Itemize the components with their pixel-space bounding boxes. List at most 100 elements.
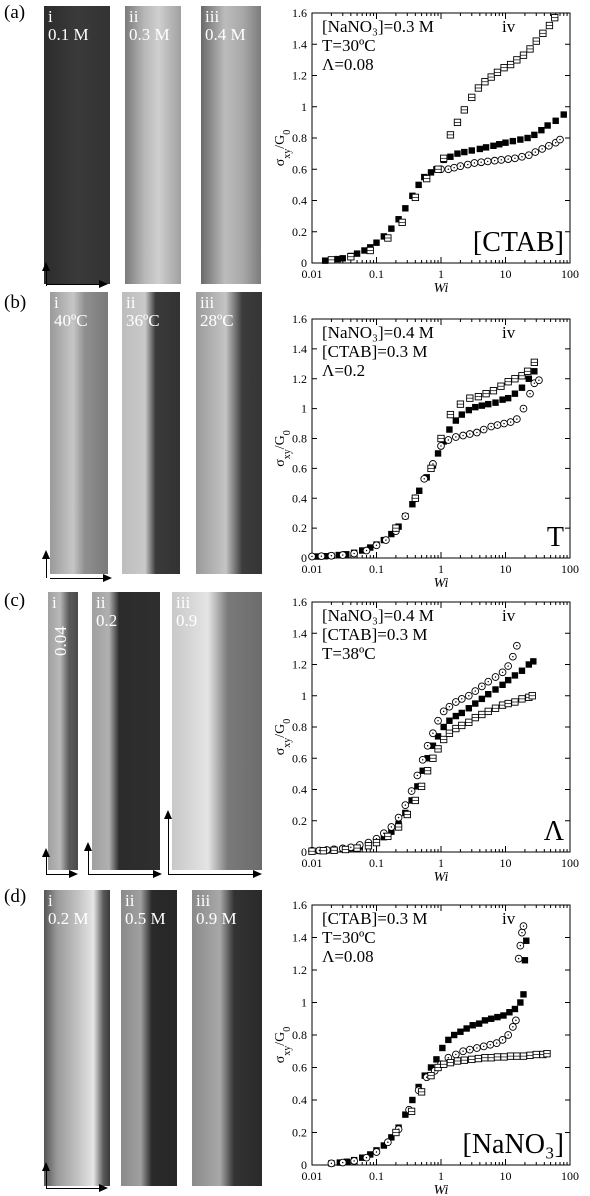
micrograph-value: 36ºC — [126, 311, 160, 330]
data-point-center — [383, 832, 385, 834]
data-point-center — [455, 701, 457, 703]
data-point-center — [501, 1039, 504, 1041]
y-tick-label: 0.2 — [292, 225, 307, 239]
y-tick-label: 1 — [301, 100, 307, 114]
x-tick-label: 100 — [561, 856, 579, 870]
data-point-center — [375, 544, 378, 547]
data-point-center — [528, 154, 530, 156]
data-point-filled-square — [427, 1064, 435, 1071]
y-tick-label: 0.4 — [292, 194, 307, 208]
data-point-filled-square — [478, 695, 486, 703]
data-point-filled-square — [361, 247, 368, 254]
data-point-center — [522, 925, 525, 927]
data-point-filled-square — [485, 400, 492, 408]
arrow-up — [41, 550, 50, 578]
data-point-center — [494, 676, 497, 678]
data-point-filled-square — [414, 783, 421, 790]
y-tick-label: 1.4 — [292, 931, 307, 945]
data-point-filled-square — [446, 426, 453, 433]
data-point-filled-square — [517, 136, 524, 143]
arrow-up — [41, 848, 50, 874]
panel-b: (b) i 40ºC ii 36ºC iii 28ºC 0 0.2 0.4 0.6 0.… — [0, 290, 590, 591]
varied-parameter-label: T — [547, 522, 564, 553]
data-point-center — [507, 665, 509, 667]
data-point-center — [521, 931, 523, 934]
data-point-filled-square — [380, 1142, 388, 1149]
data-point-center — [516, 418, 518, 420]
data-point-center — [469, 433, 471, 435]
y-tick-label: 1 — [301, 996, 307, 1010]
varied-parameter-label: [CTAB] — [473, 227, 564, 258]
y-tick-label: 1 — [301, 689, 307, 703]
y-tick-label: 0 — [301, 845, 307, 859]
condition-annotation: Λ=0.2 — [322, 361, 365, 380]
y-tick-label: 1 — [301, 402, 307, 416]
x-axis-label: Wi — [434, 870, 449, 885]
data-point-center — [496, 424, 499, 426]
x-tick-label: 0.1 — [369, 856, 384, 870]
data-point-center — [448, 705, 451, 708]
data-point-filled-square — [402, 1111, 409, 1118]
data-point-center — [462, 1050, 464, 1052]
data-point-center — [474, 690, 476, 692]
data-point-filled-square — [427, 169, 435, 176]
chart: 0 0.2 0.4 0.6 0.8 1 1.2 1.4 1.6 0.01 0.1 1 10 100 Wi σx… — [273, 312, 579, 591]
data-point-filled-square — [531, 368, 538, 375]
arrow-right — [168, 869, 262, 878]
data-point-center — [507, 1034, 509, 1036]
data-point-filled-square — [454, 150, 461, 157]
data-point-filled-square — [367, 544, 374, 551]
micrograph-ii: ii 0.2 — [92, 592, 160, 870]
data-point-center — [515, 1019, 517, 1022]
data-point-filled-square — [494, 1013, 501, 1021]
data-point-filled-square — [445, 1036, 452, 1044]
data-point-center — [519, 944, 522, 947]
y-axis-label: σxy/G0 — [273, 1027, 293, 1064]
x-axis-label: Wi — [434, 281, 449, 296]
x-tick-label: 0.01 — [302, 856, 323, 870]
y-tick-label: 1.6 — [292, 898, 307, 912]
data-point-filled-square — [321, 257, 329, 264]
data-point-center — [548, 145, 550, 147]
y-tick-label: 1.6 — [292, 595, 307, 609]
micrograph-roman: i — [48, 891, 53, 910]
data-point-filled-square — [496, 141, 503, 148]
data-point-center — [459, 165, 462, 167]
micrograph-roman: ii — [126, 293, 136, 312]
y-tick-label: 1.4 — [292, 626, 307, 640]
x-tick-label: 0.01 — [302, 1169, 323, 1183]
y-tick-label: 1.6 — [292, 312, 307, 326]
data-point-filled-square — [447, 153, 454, 160]
data-point-filled-square — [439, 1044, 446, 1052]
micrograph-i: i 0.1 M — [44, 6, 110, 284]
data-point-center — [469, 1048, 471, 1051]
data-point-filled-square — [458, 411, 465, 418]
data-point-filled-square — [468, 147, 475, 154]
data-point-filled-square — [511, 1005, 519, 1013]
y-axis-label: σxy/G0 — [273, 430, 293, 467]
data-point-filled-square — [450, 1031, 458, 1039]
micrograph-i: i 40ºC — [50, 292, 108, 574]
data-point-center — [350, 846, 352, 849]
micrograph-roman: ii — [129, 7, 139, 26]
subpanel-label: iv — [502, 17, 516, 36]
arrow-right — [46, 869, 78, 878]
data-point-filled-square — [499, 396, 506, 403]
data-point-center — [483, 428, 485, 431]
data-point-filled-square — [380, 233, 388, 240]
data-point-center — [490, 425, 492, 428]
panel-c: (c) i 0.04 ii 0.2 iii 0.9 0 0.2 0.4 0.6 0.8 1… — [0, 588, 590, 885]
data-point-center — [541, 148, 543, 150]
data-point-filled-square — [434, 450, 442, 457]
data-point-center — [500, 159, 502, 161]
data-point-center — [311, 555, 313, 558]
y-tick-label: 0.2 — [292, 814, 307, 828]
x-tick-label: 100 — [561, 562, 579, 576]
data-point-filled-square — [521, 957, 529, 964]
micrograph-roman: iii — [196, 891, 211, 910]
data-point-center — [442, 710, 445, 713]
data-point-filled-square — [388, 225, 395, 232]
y-tick-label: 0.4 — [292, 1093, 307, 1107]
data-point-filled-square — [358, 1154, 366, 1161]
x-tick-label: 1 — [438, 267, 444, 281]
